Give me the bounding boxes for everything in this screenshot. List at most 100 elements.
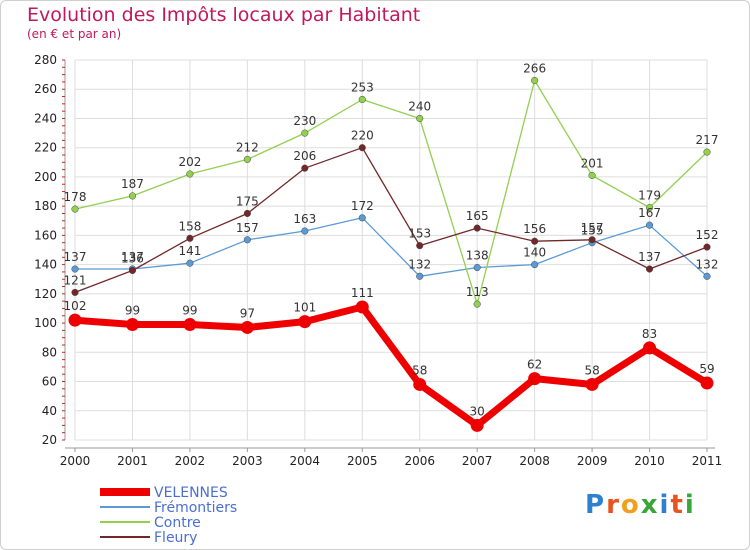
data-label: 220 [351, 129, 374, 143]
data-point [355, 300, 369, 314]
data-label: 156 [523, 222, 546, 236]
data-label: 202 [178, 155, 201, 169]
data-label: 157 [236, 221, 259, 235]
data-point [243, 209, 251, 218]
data-label: 58 [584, 363, 599, 377]
x-tick-label: 2002 [175, 454, 206, 468]
data-label: 58 [412, 363, 427, 377]
x-tick-label: 2008 [519, 454, 550, 468]
logo-letter: o [620, 490, 641, 520]
data-point [186, 259, 194, 267]
y-tick-label: 260 [34, 82, 57, 96]
series-contre [71, 76, 711, 308]
data-label: 30 [470, 404, 485, 418]
series-line-fremontiers [74, 217, 708, 277]
data-point [645, 204, 654, 212]
data-label: 179 [638, 189, 661, 203]
data-label: 230 [293, 114, 316, 128]
data-label: 101 [293, 301, 316, 315]
data-point [243, 155, 251, 163]
logo-letter: P [585, 490, 607, 520]
x-tick-label: 2000 [60, 454, 91, 468]
x-tick-label: 2011 [692, 454, 723, 468]
data-label: 175 [236, 194, 259, 208]
x-tick-label: 2005 [347, 454, 378, 468]
data-point [531, 237, 539, 245]
data-label: 137 [121, 250, 144, 264]
logo-letter: i [659, 490, 671, 520]
y-tick-label: 180 [34, 199, 57, 213]
data-label: 132 [696, 257, 719, 271]
data-point [470, 418, 484, 432]
data-label: 158 [178, 219, 201, 233]
y-tick-label: 60 [42, 375, 57, 389]
y-tick-label: 120 [34, 287, 57, 301]
logo-letter: t [670, 490, 685, 520]
legend-label: Contre [154, 515, 201, 531]
data-label: 137 [638, 250, 661, 264]
data-point [71, 205, 79, 213]
data-point [240, 320, 254, 334]
data-label: 121 [64, 273, 87, 287]
legend-label: VELENNES [154, 485, 228, 501]
logo-letter: x [640, 490, 660, 520]
data-label: 253 [351, 80, 374, 94]
data-point [301, 227, 309, 235]
x-tick-label: 2004 [290, 454, 321, 468]
data-label: 99 [182, 304, 197, 318]
data-point [531, 76, 539, 85]
y-tick-label: 160 [34, 228, 57, 242]
data-label: 141 [178, 244, 201, 258]
data-point [531, 261, 539, 269]
data-point [301, 129, 309, 137]
y-tick-label: 200 [34, 170, 57, 184]
data-label: 167 [638, 206, 661, 220]
data-label: 140 [523, 246, 546, 260]
series-line-velennes [71, 303, 711, 429]
data-point [243, 236, 251, 244]
y-tick-label: 240 [34, 111, 57, 125]
data-point [358, 144, 366, 152]
data-label: 97 [240, 306, 255, 320]
data-point [588, 171, 596, 180]
data-label: 165 [466, 209, 489, 223]
data-label: 62 [527, 358, 542, 372]
y-tick-label: 220 [34, 141, 57, 155]
data-label: 266 [523, 61, 546, 75]
data-label: 157 [581, 221, 604, 235]
series-fleury [71, 144, 711, 296]
data-point [473, 300, 481, 308]
y-tick-label: 20 [42, 433, 57, 447]
data-label: 138 [466, 249, 489, 263]
data-label: 111 [351, 286, 374, 300]
data-point [416, 114, 424, 123]
data-point [301, 164, 309, 172]
data-label: 136 [121, 251, 144, 265]
data-label: 155 [581, 224, 604, 238]
data-point [645, 221, 654, 229]
x-tick-label: 2009 [577, 454, 608, 468]
data-label: 113 [466, 285, 489, 299]
data-point [413, 377, 427, 391]
series-line-fleury [74, 147, 708, 294]
data-point [71, 265, 79, 273]
data-point [68, 313, 82, 327]
chart-subtitle: (en € et par an) [27, 27, 122, 41]
x-tick-label: 2006 [404, 454, 435, 468]
data-label: 178 [64, 190, 87, 204]
data-point [700, 376, 714, 390]
data-point [703, 243, 711, 251]
data-point [703, 148, 711, 156]
data-label: 206 [293, 149, 316, 163]
logo-letter: i [684, 490, 696, 520]
logo-letter: r [606, 490, 621, 520]
y-tick-label: 40 [42, 404, 57, 418]
x-tick-label: 2001 [117, 454, 148, 468]
data-point [128, 266, 137, 275]
data-label: 102 [64, 299, 87, 313]
data-point [643, 341, 657, 355]
data-point [298, 315, 312, 329]
data-labels: 137 137 141 157 163 172 132 138 140 155 167 132 178 1… [64, 61, 719, 418]
data-point [703, 272, 711, 280]
